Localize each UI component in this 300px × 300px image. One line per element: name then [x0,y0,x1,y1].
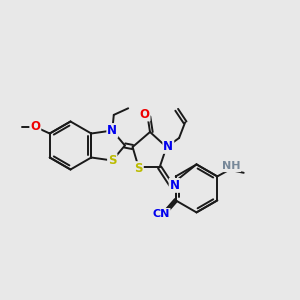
Text: N: N [163,140,173,153]
Text: S: S [108,154,116,167]
Text: O: O [140,107,150,121]
Text: CN: CN [152,209,170,219]
Text: N: N [107,124,117,137]
Text: NH: NH [222,161,240,171]
Text: O: O [30,120,40,133]
Text: S: S [134,162,143,175]
Text: N: N [169,179,180,192]
